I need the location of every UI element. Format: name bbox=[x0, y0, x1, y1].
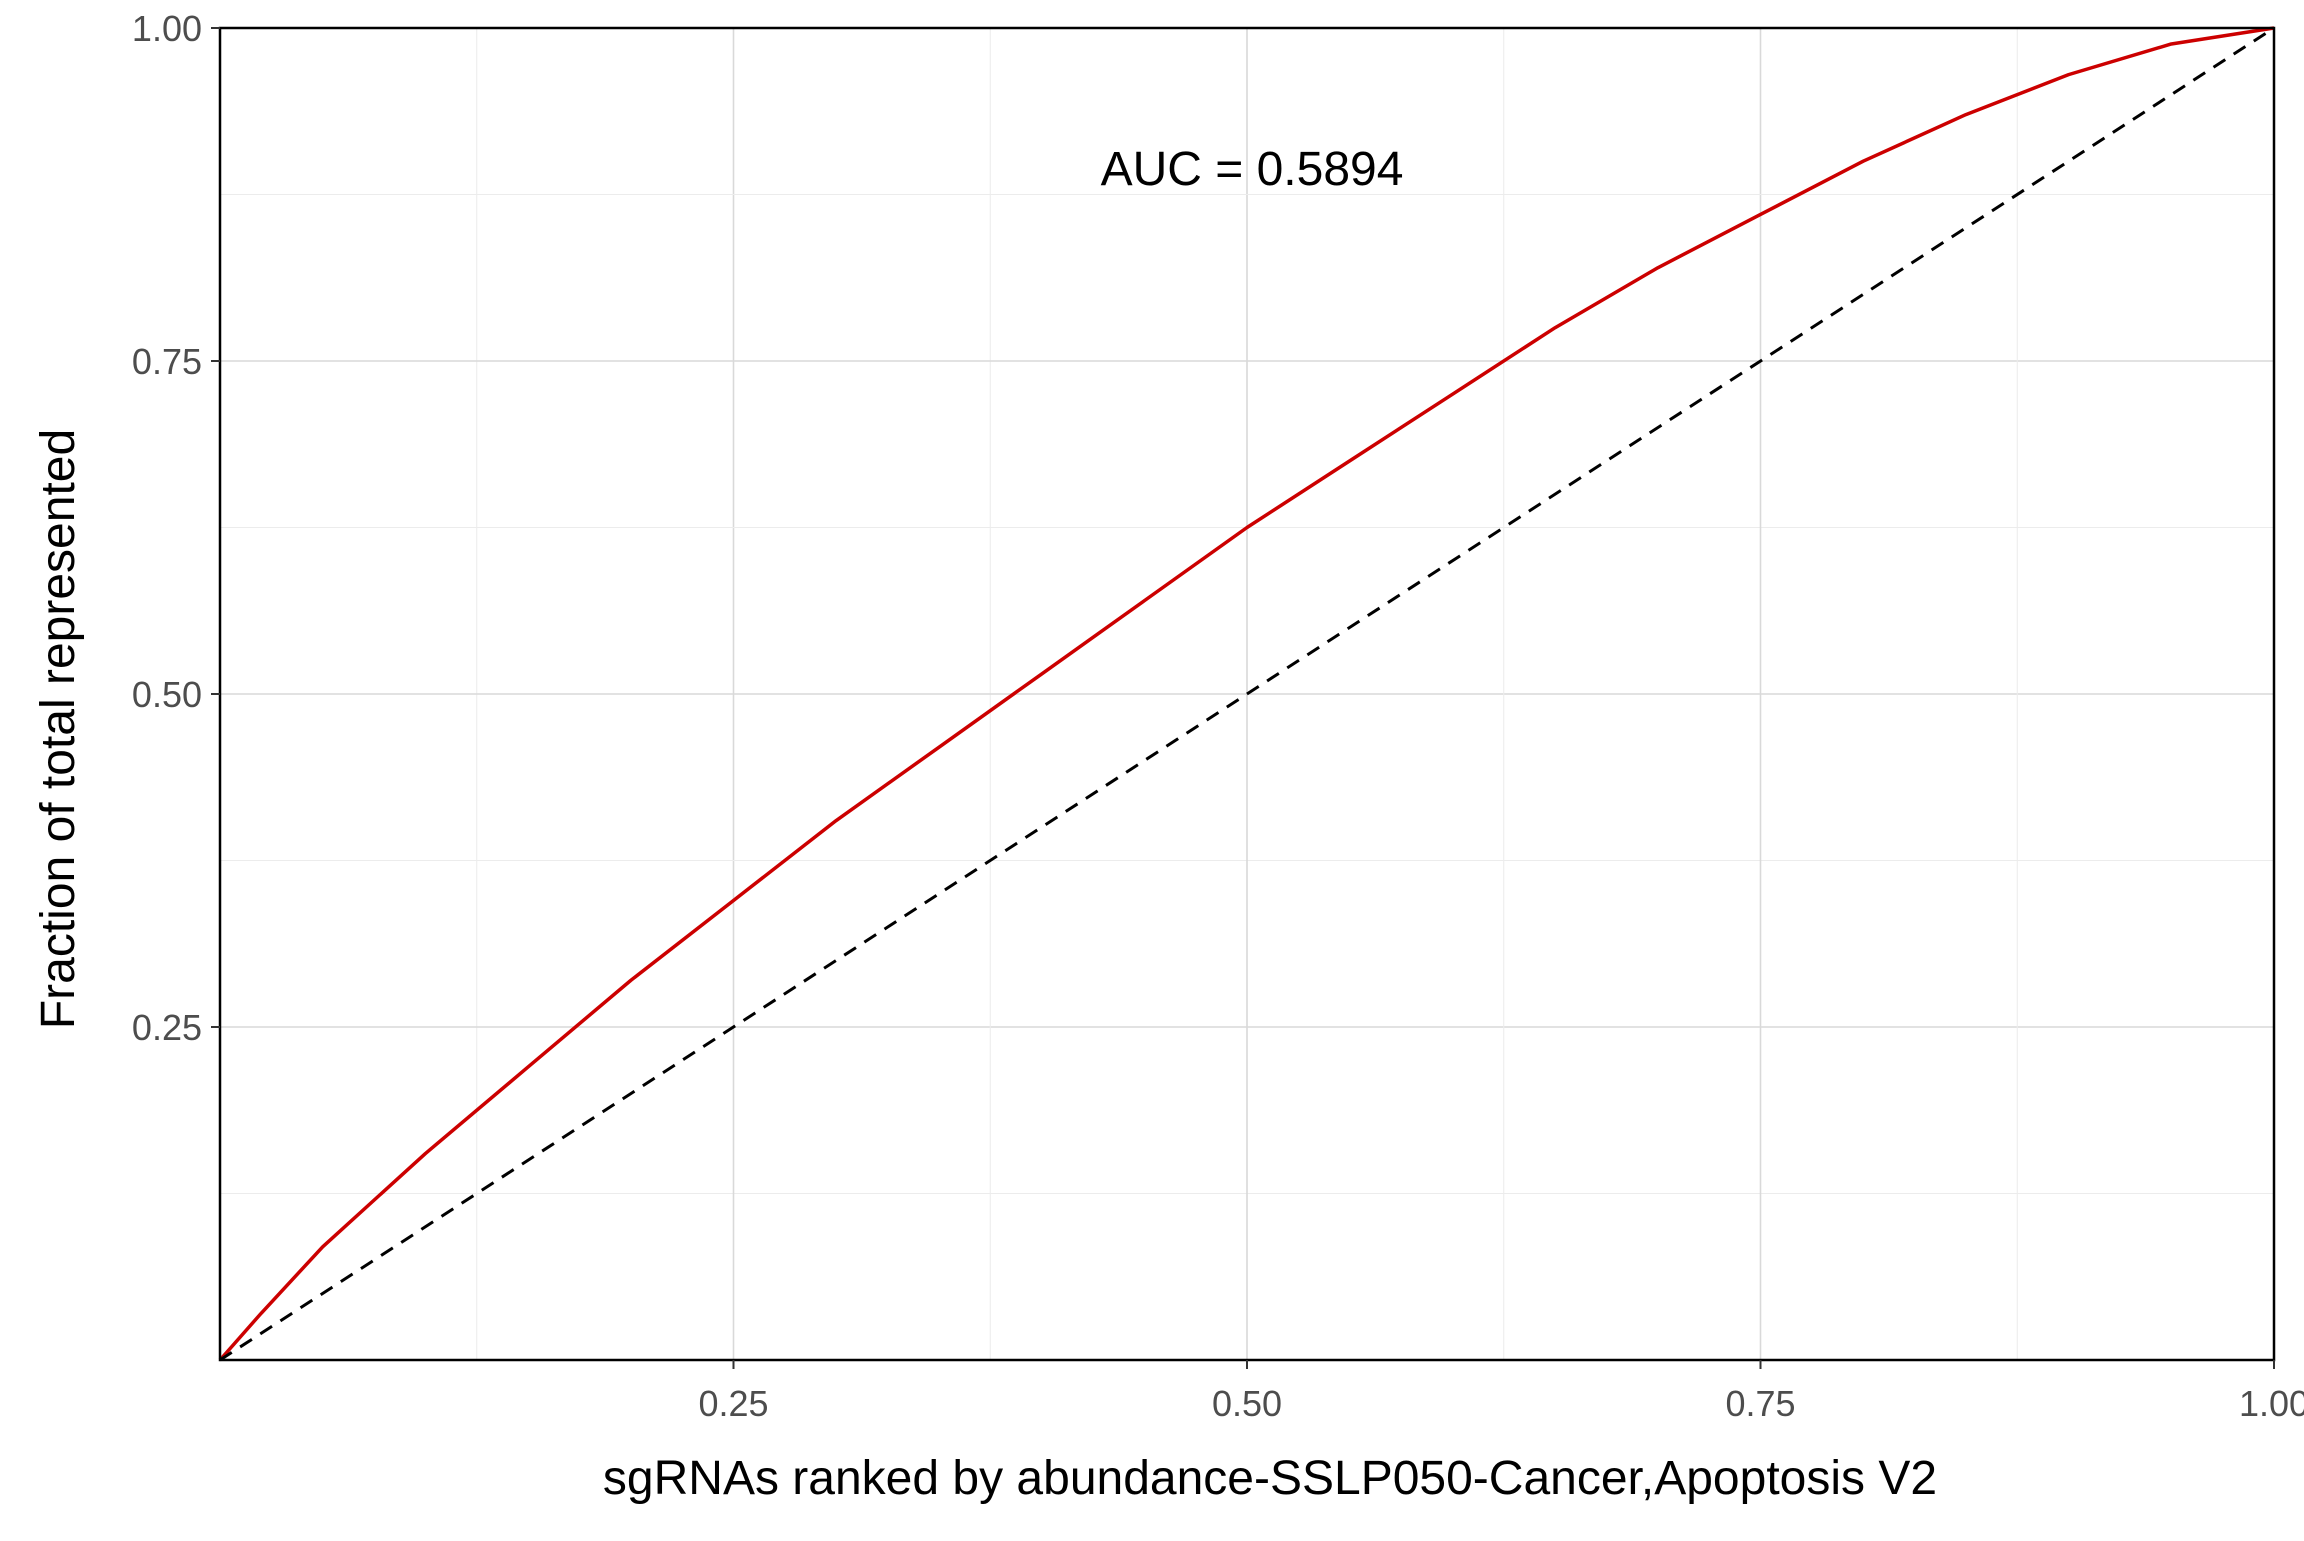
series-layer bbox=[218, 26, 2275, 1362]
cumulative-curve-line bbox=[218, 26, 2275, 1362]
grid-layer bbox=[220, 27, 2275, 1360]
reference-diagonal-line bbox=[219, 26, 2275, 1362]
x-tick-label: 0.75 bbox=[1725, 1383, 1795, 1424]
x-tick-label: 0.25 bbox=[698, 1383, 768, 1424]
auc-annotation: AUC = 0.5894 bbox=[1101, 143, 1404, 196]
tick-layer: 0.25 0.50 0.75 1.00 0.25 0.50 0.75 1.00 bbox=[132, 8, 2304, 1424]
y-tick-label: 0.50 bbox=[132, 674, 202, 715]
y-axis-title: Fraction of total represented bbox=[32, 429, 85, 1029]
y-tick-label: 0.25 bbox=[132, 1007, 202, 1048]
y-tick-label: 1.00 bbox=[132, 8, 202, 49]
x-tick-label: 1.00 bbox=[2239, 1383, 2304, 1424]
x-axis-title: sgRNAs ranked by abundance-SSLP050-Cance… bbox=[603, 1452, 1937, 1505]
y-tick-label: 0.75 bbox=[132, 341, 202, 382]
x-tick-label: 0.50 bbox=[1212, 1383, 1282, 1424]
